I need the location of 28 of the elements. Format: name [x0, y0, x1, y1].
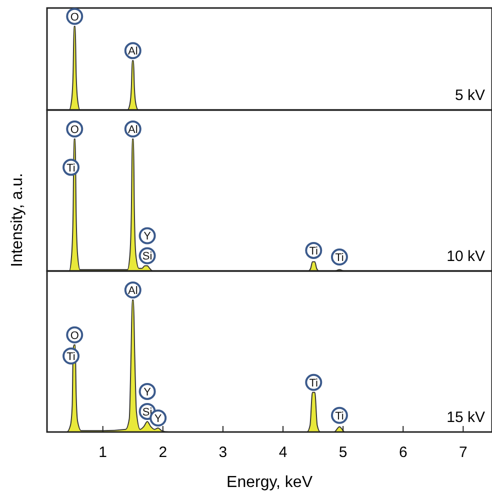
annotation: 10 kV [446, 248, 485, 265]
annotation: Al [128, 124, 138, 136]
annotation: Y [144, 386, 152, 398]
x-tick-label: 1 [98, 444, 108, 461]
x-tick-label: 2 [158, 444, 168, 461]
x-tick-label: 6 [398, 444, 408, 461]
annotation: O [70, 330, 80, 342]
annotation: O [70, 11, 80, 24]
annotation: 5 kV [454, 87, 485, 104]
annotation: Ti [66, 351, 76, 364]
annotation: O [70, 124, 80, 136]
x-tick-label: 7 [459, 444, 468, 461]
x-tick-label: 4 [278, 444, 288, 461]
annotation: Ti [335, 252, 344, 264]
annotation: 15 kV [446, 409, 485, 426]
x-tick-label: 3 [218, 444, 228, 461]
annotation: Ti [309, 377, 318, 390]
annotation: Al [128, 285, 138, 298]
x-axis-title: Energy, keV [226, 474, 313, 491]
annotation: Ti [309, 245, 318, 258]
y-axis-title: Intensity, a.u. [9, 173, 26, 267]
annotation: Al [128, 46, 138, 58]
annotation: Y [154, 413, 162, 426]
annotation: Ti [66, 162, 76, 174]
annotation: Ti [335, 410, 344, 422]
x-tick-label: 5 [338, 444, 348, 461]
annotation: Si [142, 250, 152, 263]
annotation: Y [144, 230, 152, 243]
